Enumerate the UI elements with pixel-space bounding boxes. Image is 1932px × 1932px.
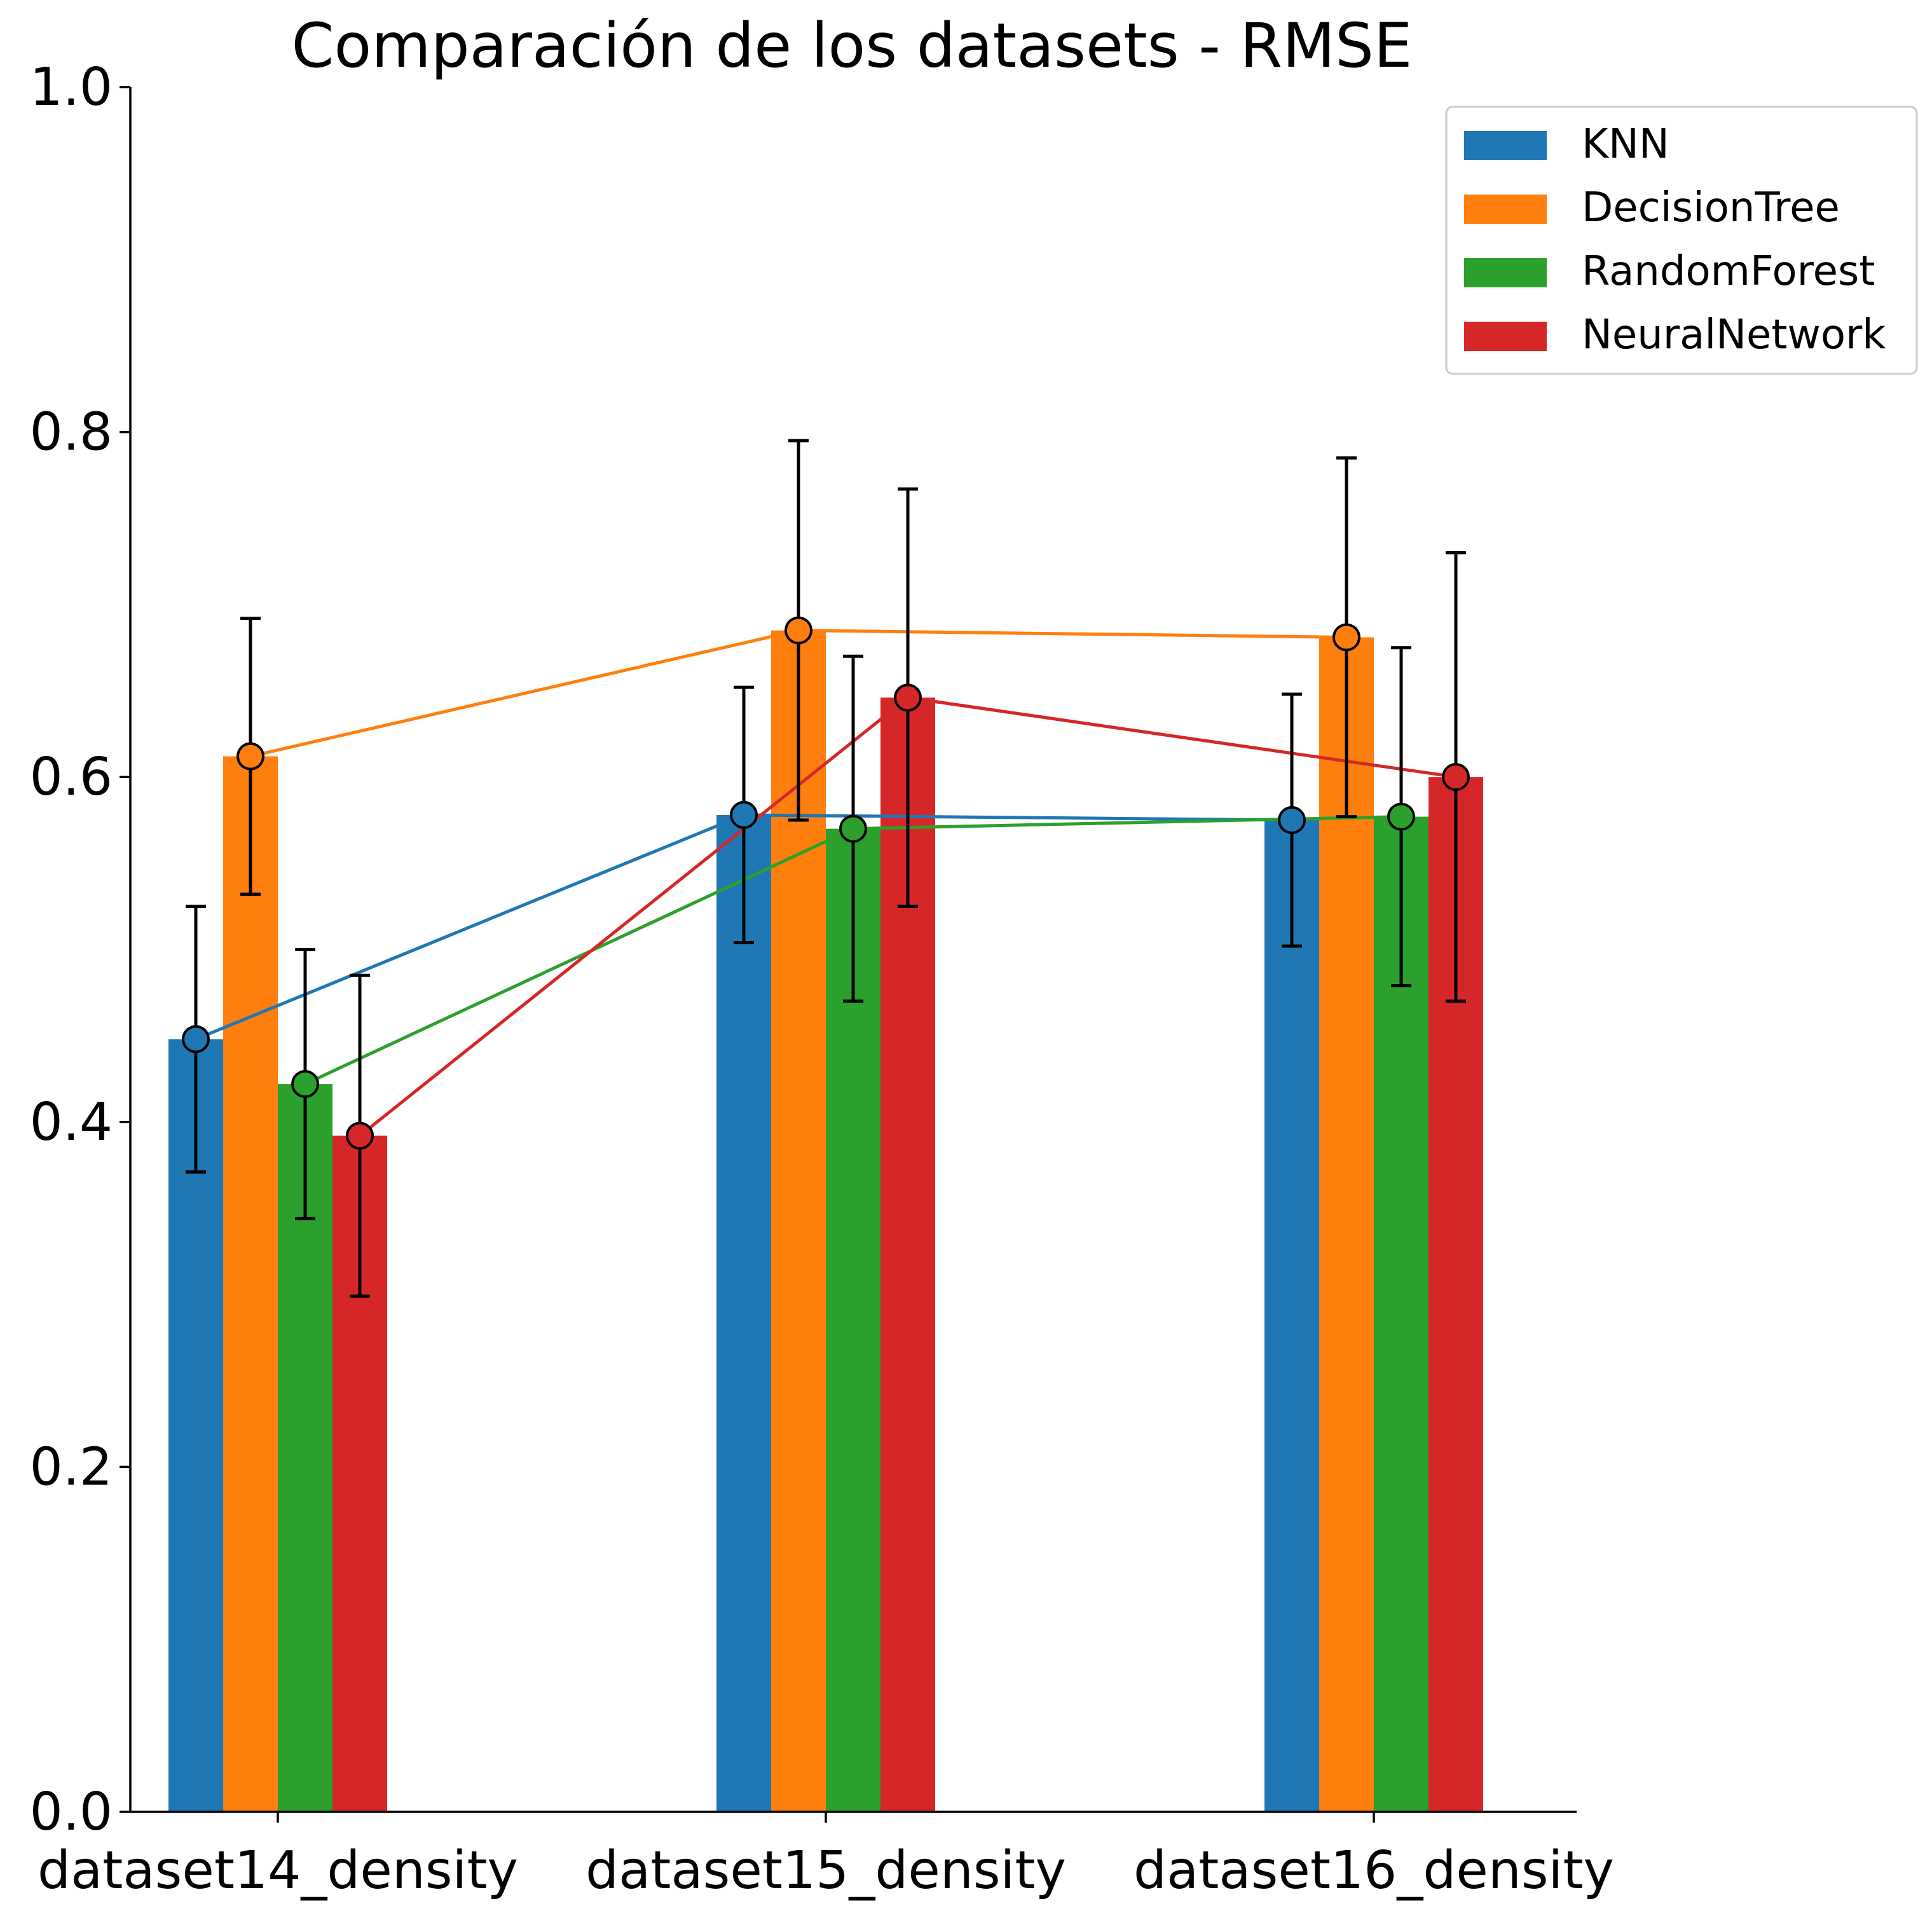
marker-knn-1 bbox=[730, 800, 758, 829]
bars-layer bbox=[168, 630, 1483, 1812]
marker-randomforest-1 bbox=[839, 814, 867, 843]
chart-title: Comparación de los datasets - RMSE bbox=[291, 10, 1412, 81]
marker-decisiontree-2 bbox=[1333, 623, 1360, 652]
legend-item-randomforest: RandomForest bbox=[1464, 248, 1875, 295]
bar-knn-1 bbox=[716, 814, 771, 1812]
bar-decisiontree-0 bbox=[223, 756, 278, 1812]
marker-neuralnetwork-2 bbox=[1442, 763, 1470, 791]
marker-randomforest-0 bbox=[291, 1070, 319, 1099]
legend-item-knn: KNN bbox=[1464, 121, 1669, 168]
x-tick-label: dataset14_density bbox=[38, 1840, 518, 1901]
marker-neuralnetwork-0 bbox=[346, 1121, 374, 1150]
marker-decisiontree-1 bbox=[784, 616, 812, 645]
marker-randomforest-2 bbox=[1387, 802, 1415, 831]
legend-swatch bbox=[1464, 195, 1547, 224]
legend-swatch bbox=[1464, 258, 1547, 287]
markers-layer bbox=[182, 616, 1470, 1150]
y-tick-label: 0.0 bbox=[30, 1782, 113, 1842]
legend-label: DecisionTree bbox=[1582, 184, 1840, 231]
x-tick-label: dataset15_density bbox=[586, 1840, 1066, 1901]
legend-label: KNN bbox=[1582, 121, 1669, 168]
legend-swatch bbox=[1464, 131, 1547, 160]
y-tick-label: 0.4 bbox=[30, 1092, 113, 1153]
y-tick-label: 1.0 bbox=[30, 57, 113, 118]
marker-decisiontree-0 bbox=[236, 742, 264, 771]
y-tick-label: 0.2 bbox=[30, 1437, 113, 1497]
y-tick-label: 0.6 bbox=[30, 747, 113, 807]
marker-neuralnetwork-1 bbox=[894, 683, 922, 712]
legend-label: NeuralNetwork bbox=[1582, 312, 1886, 359]
marker-knn-0 bbox=[182, 1025, 210, 1053]
marker-knn-2 bbox=[1278, 806, 1306, 835]
x-tick-label: dataset16_density bbox=[1134, 1840, 1614, 1901]
axes-layer: 0.0 0.2 0.4 0.6 0.8 1.0 dataset14_density datas… bbox=[30, 57, 1614, 1901]
legend-swatch bbox=[1464, 322, 1547, 351]
legend-item-decisiontree: DecisionTree bbox=[1464, 184, 1840, 231]
bar-knn-2 bbox=[1264, 820, 1319, 1812]
legend-item-neuralnetwork: NeuralNetwork bbox=[1464, 312, 1886, 359]
legend-box bbox=[1445, 106, 1918, 375]
legend-label: RandomForest bbox=[1582, 248, 1875, 295]
bar-decisiontree-2 bbox=[1319, 637, 1374, 1812]
legend: KNN DecisionTree RandomForest NeuralNetwork bbox=[1445, 106, 1918, 375]
bar-decisiontree-1 bbox=[771, 630, 826, 1812]
y-tick-label: 0.8 bbox=[30, 402, 113, 463]
